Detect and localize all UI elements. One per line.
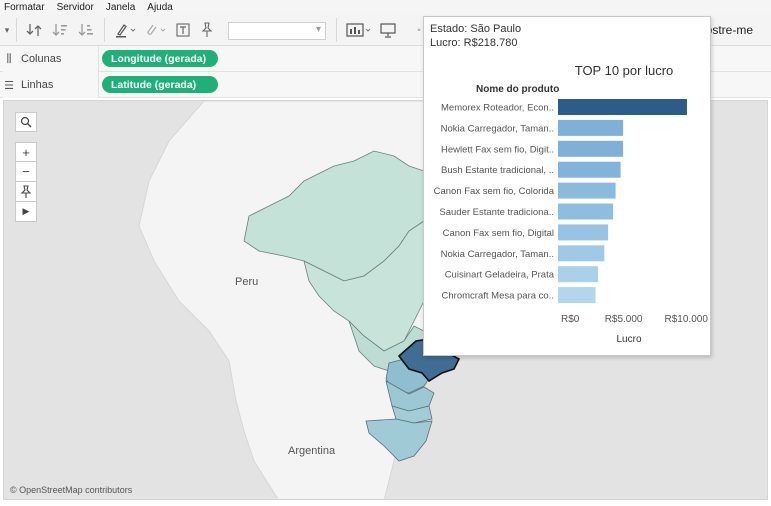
map-attribution[interactable]: © OpenStreetMap contributors: [10, 485, 133, 495]
bar[interactable]: [558, 99, 687, 115]
longitude-pill[interactable]: Longitude (gerada): [102, 50, 218, 67]
country-label-argentina: Argentina: [288, 445, 336, 457]
menu-servidor[interactable]: Servidor: [56, 1, 94, 13]
plus-icon: +: [22, 144, 30, 160]
play-arrow-icon: ▶: [22, 206, 30, 216]
pin-icon[interactable]: [198, 20, 216, 40]
tooltip-panel: Estado: São Paulo Lucro: R$218.780 TOP 1…: [423, 16, 711, 356]
bar[interactable]: [558, 224, 609, 241]
pin-icon: [20, 184, 32, 198]
text-box-icon[interactable]: [174, 20, 192, 40]
bar[interactable]: [558, 140, 624, 157]
brazil-central-region[interactable]: [303, 220, 425, 352]
bar[interactable]: [558, 161, 621, 178]
bar-category-label: Canon Fax sem fio, Digital: [443, 228, 554, 239]
rows-shelf-label: Linhas: [21, 79, 54, 91]
bar-category-label: Memorex Roteador, Econ..: [441, 103, 554, 114]
rows-icon: ☰: [4, 78, 14, 92]
bar-category-label: Nokia Carregador, Taman..: [441, 123, 554, 134]
bar-category-label: Chromcraft Mesa para co..: [442, 291, 554, 302]
swap-icon[interactable]: [24, 20, 44, 40]
x-tick-label: R$5.000: [605, 314, 643, 325]
columns-shelf-label: Colunas: [21, 53, 62, 65]
bar-category-label: Sauder Estante tradiciona..: [439, 207, 554, 218]
presentation-icon[interactable]: [378, 20, 398, 40]
top10-bar-chart: Memorex Roteador, Econ.. Nokia Carregador…: [434, 99, 709, 345]
zoom-in-button[interactable]: +: [15, 142, 37, 162]
bar[interactable]: [558, 119, 624, 136]
toolbar-separator: [16, 18, 17, 42]
bar[interactable]: [558, 182, 616, 199]
show-me-chart-icon[interactable]: [345, 20, 373, 40]
latitude-pill[interactable]: Latitude (gerada): [102, 76, 218, 93]
x-tick-label: R$10.000: [665, 314, 709, 325]
sort-descending-icon[interactable]: [76, 20, 96, 40]
minus-icon: −: [22, 164, 30, 179]
menu-bar: Formatar Servidor Janela Ajuda: [0, 0, 771, 14]
bar-category-label: Hewlett Fax sem fio, Digit..: [441, 144, 554, 155]
menu-ajuda[interactable]: Ajuda: [147, 1, 173, 13]
menu-formatar[interactable]: Formatar: [4, 1, 45, 13]
toolbar-separator: [336, 18, 337, 42]
x-axis-title: Lucro: [616, 334, 641, 345]
bar-category-label: Canon Fax sem fio, Colorida: [434, 186, 555, 197]
share-icon[interactable]: ◦: [417, 24, 421, 36]
tooltip-state-line: Estado: São Paulo: [430, 23, 522, 35]
bar[interactable]: [558, 203, 614, 220]
menu-janela[interactable]: Janela: [105, 1, 136, 13]
bar-category-label: Bush Estante tradicional, ..: [441, 165, 554, 176]
map-controls: + − ▶: [15, 112, 37, 222]
x-tick-label: R$0: [561, 314, 580, 325]
rows-shelf-label-container: ☰ Linhas: [3, 72, 99, 98]
bar[interactable]: [558, 287, 596, 304]
map-tools-expand-button[interactable]: ▶: [15, 202, 37, 222]
highlight-pen-icon[interactable]: [112, 20, 138, 40]
country-label-peru: Peru: [235, 276, 259, 288]
columns-shelf-label-container: ⫼ Colunas: [3, 46, 99, 72]
bar-category-label: Nokia Carregador, Taman..: [441, 249, 554, 260]
search-icon: [20, 116, 32, 128]
category-header: Nome do produto: [476, 84, 560, 95]
paperclip-icon[interactable]: [142, 20, 168, 40]
sort-ascending-icon[interactable]: [50, 20, 70, 40]
toolbar-overflow-icon[interactable]: ▾: [4, 24, 10, 35]
zoom-out-button[interactable]: −: [15, 162, 37, 182]
pin-map-button[interactable]: [15, 182, 37, 202]
bar[interactable]: [558, 245, 605, 262]
bar-category-label: Cuisinart Geladeira, Prata: [445, 270, 555, 281]
tooltip-profit-line: Lucro: R$218.780: [430, 37, 518, 49]
toolbar-separator: [104, 18, 105, 42]
show-me-button[interactable]: ostre-me: [705, 23, 753, 37]
bar[interactable]: [558, 266, 599, 283]
brazil-rio-grande-do-sul[interactable]: [365, 418, 433, 462]
columns-icon: ⫼: [6, 52, 12, 65]
map-search-button[interactable]: [15, 112, 37, 132]
chart-title: TOP 10 por lucro: [574, 63, 674, 78]
fit-width-dropdown[interactable]: [228, 22, 326, 40]
